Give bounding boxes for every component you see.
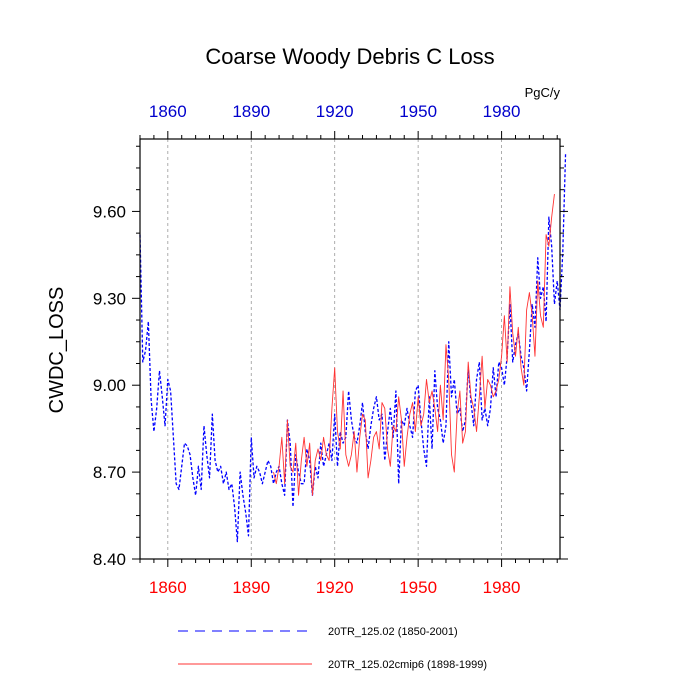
y-tick-label: 8.70 [93,463,126,482]
chart-title: Coarse Woody Debris C Loss [205,44,494,69]
legend-label-series-1: 20TR_125.02 (1850-2001) [328,626,458,638]
plot-frame [139,138,561,560]
y-tick-label: 9.30 [93,289,126,308]
x-tick-label-bottom: 1980 [483,578,521,597]
x-tick-label-top: 1860 [149,102,187,121]
series-line-2 [273,193,555,496]
series-line-1 [139,153,567,543]
y-tick-label: 9.00 [93,376,126,395]
y-axis-label: CWDC_LOSS [46,287,68,414]
y-tick-label: 8.40 [93,550,126,569]
x-tick-label-bottom: 1950 [399,578,437,597]
x-tick-label-top: 1890 [232,102,270,121]
x-tick-label-bottom: 1890 [232,578,270,597]
legend: 20TR_125.02 (1850-2001) 20TR_125.02cmip6… [178,626,487,671]
x-tick-label-top: 1980 [483,102,521,121]
series-layer [139,153,567,543]
y-tick-label: 9.60 [93,202,126,221]
grid-lines [167,139,502,559]
x-tick-label-top: 1950 [399,102,437,121]
axes: 8.40 8.70 9.00 9.30 9.60 1860 1860 1890 1890 1920… [93,102,568,597]
x-tick-label-bottom: 1860 [149,578,187,597]
legend-label-series-2: 20TR_125.02cmip6 (1898-1999) [328,659,487,671]
x-tick-label-top: 1920 [316,102,354,121]
x-tick-label-bottom: 1920 [316,578,354,597]
units-label: PgC/y [525,85,561,100]
